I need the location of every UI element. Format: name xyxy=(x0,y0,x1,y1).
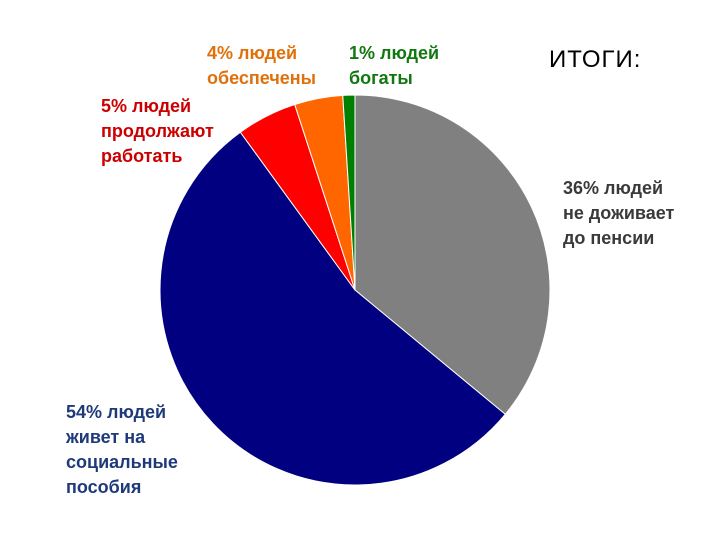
slice-rich xyxy=(342,94,356,291)
slice-label-not-surviving: 36% людей не доживает до пенсии xyxy=(563,178,675,248)
slice-label-provided-for: 4% людей обеспечены xyxy=(207,43,317,88)
slice-not-surviving xyxy=(354,94,551,416)
slice-label-keep-working: 5% людей продолжают работать xyxy=(101,96,214,166)
chart-title: ИТОГИ: xyxy=(549,46,642,73)
slice-label-social-benefits: 54% людей живет на социальные пособия xyxy=(66,402,178,497)
slice-social-benefits xyxy=(159,131,506,486)
slice-label-rich: 1% людей богаты xyxy=(349,43,440,88)
